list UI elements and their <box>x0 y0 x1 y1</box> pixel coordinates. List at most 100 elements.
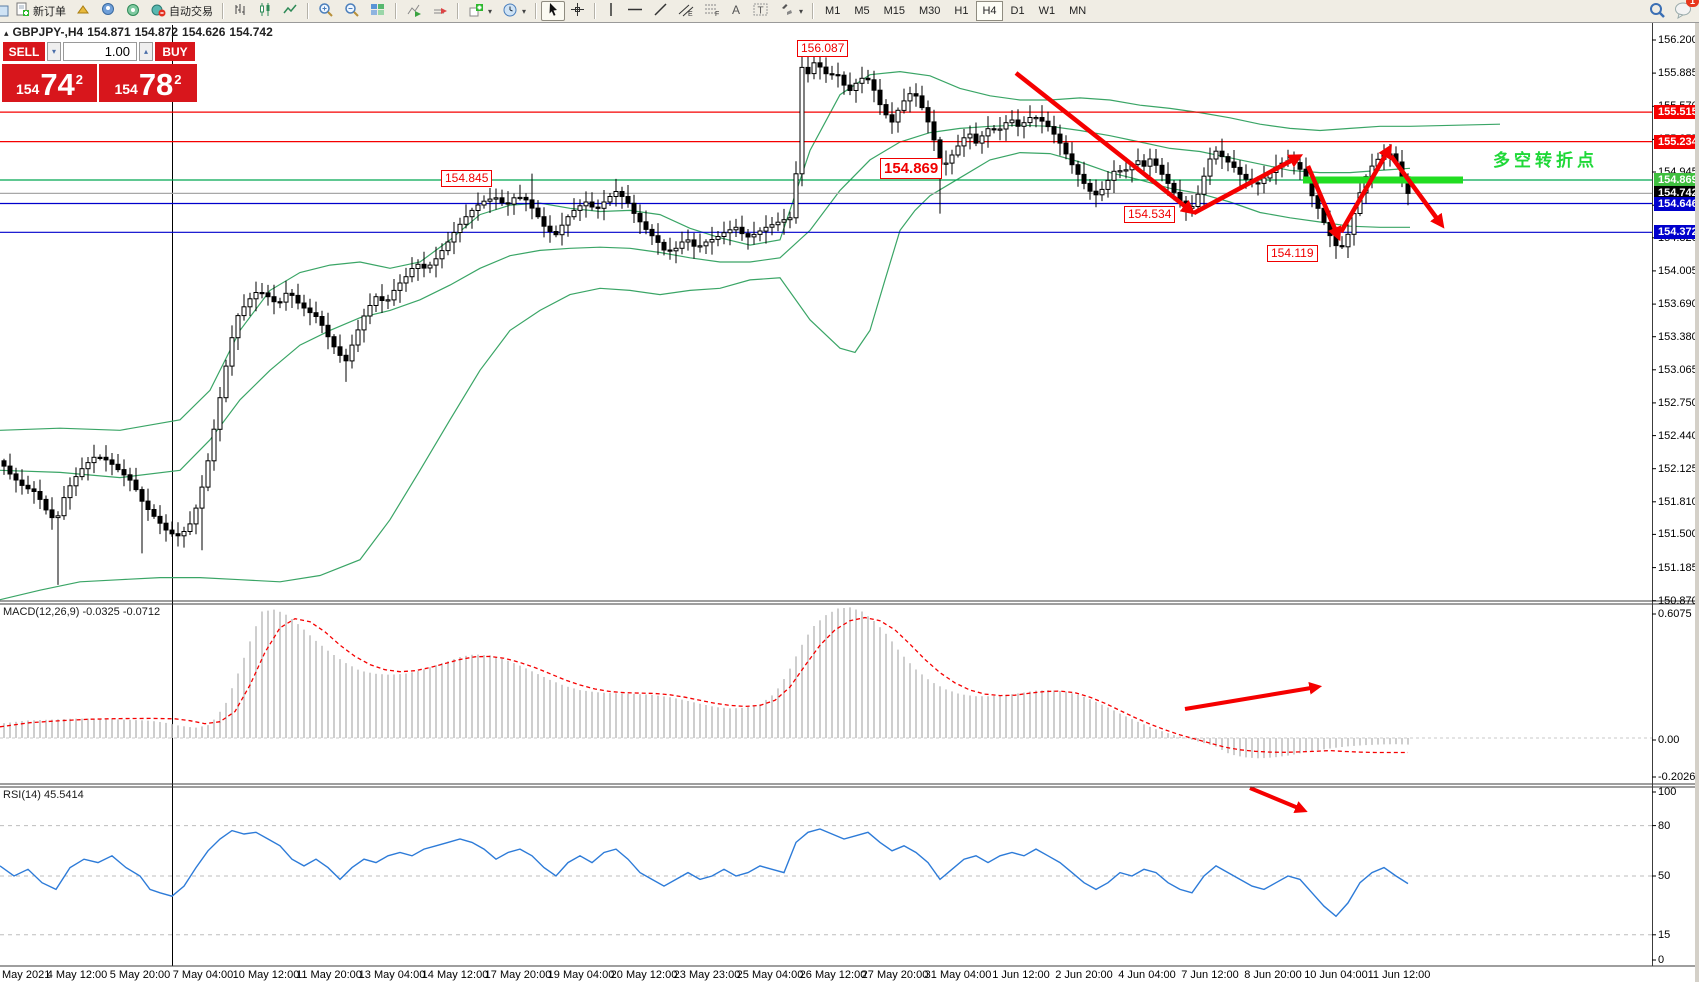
shapes-tool-button[interactable]: ▾ <box>774 1 808 21</box>
time-axis-label: 10 May 12:00 <box>232 969 300 981</box>
rsi-label: RSI(14) 45.5414 <box>3 789 84 801</box>
volume-decrease-button[interactable]: ▾ <box>47 42 61 61</box>
tab-timeframe-h1[interactable]: H1 <box>954 5 969 17</box>
autotrade-button[interactable]: 自动交易 <box>146 1 218 21</box>
chat-icon[interactable]: 1 <box>1674 0 1699 22</box>
channel-tool-button[interactable]: E <box>673 1 699 21</box>
data-window-button[interactable] <box>96 1 121 21</box>
price-callout[interactable]: 156.087 <box>797 40 849 57</box>
fibonacci-tool-button[interactable]: F <box>699 1 725 21</box>
time-axis-label: 11 Jun 12:00 <box>1367 969 1431 981</box>
buy-price-button[interactable]: 154 78 2 <box>99 64 197 102</box>
ohlc-open: 154.871 <box>87 25 131 39</box>
text-label-icon: T <box>753 2 769 20</box>
price-axis-tick: 155.885 <box>1658 67 1698 80</box>
symbol-ohlc-info: ▴ GBPJPY-,H4 154.871 154.872 154.626 154.742 <box>4 25 277 39</box>
price-tag: 155.234 <box>1654 134 1699 149</box>
price-axis-tick: 150.870 <box>1658 594 1698 607</box>
time-axis-label: 7 Jun 12:00 <box>1181 969 1239 981</box>
price-callout[interactable]: 154.534 <box>1124 206 1176 223</box>
strategy-tester-button[interactable] <box>401 1 427 21</box>
zoom-in-button[interactable] <box>313 1 339 21</box>
rsi-axis-tick: 15 <box>1658 928 1671 941</box>
tab-timeframe-h4[interactable]: H4 <box>976 1 1003 21</box>
clock-icon <box>502 2 518 21</box>
candlestick-chart-button[interactable] <box>253 1 278 21</box>
ohlc-close: 154.742 <box>229 25 273 39</box>
price-axis-tick: 151.500 <box>1658 528 1698 541</box>
macd-axis-tick: 0.00 <box>1658 734 1680 746</box>
data-window-icon <box>101 2 116 20</box>
sell-price-big: 74 <box>40 67 75 102</box>
price-tag: 154.646 <box>1654 196 1699 211</box>
line-chart-button[interactable] <box>278 1 303 21</box>
price-tag: 155.515 <box>1654 105 1699 120</box>
volume-input[interactable] <box>63 42 137 61</box>
sell-price-prefix: 154 <box>15 81 40 97</box>
symbol-marker-icon: ▴ <box>4 28 9 38</box>
text-tool-button[interactable]: A <box>725 1 748 21</box>
new-order-label: 新订单 <box>33 6 66 18</box>
dropdown-caret: ▾ <box>799 6 804 16</box>
price-callout[interactable]: 154.119 <box>1267 245 1318 262</box>
svg-text:T: T <box>758 6 764 17</box>
trendline-tool-button[interactable] <box>648 1 673 21</box>
price-axis-tick: 153.065 <box>1658 363 1698 376</box>
cursor-tool-button[interactable] <box>541 1 566 21</box>
autotrade-label: 自动交易 <box>169 6 213 18</box>
price-axis-tick: 151.810 <box>1658 495 1698 508</box>
indicator-list-button[interactable] <box>427 1 453 21</box>
tab-timeframe-m1[interactable]: M1 <box>825 5 841 17</box>
sell-button[interactable]: SELL <box>3 42 45 61</box>
tab-timeframe-m5[interactable]: M5 <box>854 5 870 17</box>
crosshair-tool-button[interactable] <box>565 1 590 21</box>
add-indicator-button[interactable]: ▾ <box>463 1 497 21</box>
tile-windows-button[interactable] <box>365 1 391 21</box>
bar-chart-icon <box>233 2 248 20</box>
price-callout[interactable]: 154.845 <box>441 170 493 187</box>
hline-tool-button[interactable] <box>622 1 648 21</box>
tab-timeframe-mn[interactable]: MN <box>1069 5 1087 17</box>
buy-button[interactable]: BUY <box>155 42 195 61</box>
tab-timeframe-m30[interactable]: M30 <box>919 5 941 17</box>
tab-timeframe-w1[interactable]: W1 <box>1038 5 1056 17</box>
toolbar-right-group: 1 <box>1648 0 1699 22</box>
signals-button[interactable] <box>121 1 146 21</box>
dropdown-caret: ▾ <box>522 6 527 16</box>
price-axis-tick: 152.440 <box>1658 429 1698 442</box>
price-axis-tick: 152.125 <box>1658 462 1698 475</box>
buy-price-big: 78 <box>138 67 174 102</box>
new-order-button[interactable]: 新订单 <box>10 1 71 21</box>
chart-window-icon[interactable] <box>0 3 10 19</box>
cursor-icon <box>546 2 560 20</box>
autotrade-icon <box>151 2 166 20</box>
zoom-out-button[interactable] <box>339 1 365 21</box>
price-axis-tick: 151.185 <box>1658 561 1698 574</box>
sell-price-button[interactable]: 154 74 2 <box>2 64 97 102</box>
tab-timeframe-m15[interactable]: M15 <box>883 5 906 17</box>
strategy-tester-icon <box>406 2 422 21</box>
volume-increase-button[interactable]: ▴ <box>139 42 153 61</box>
line-chart-icon <box>283 2 298 20</box>
candlestick-chart-icon <box>258 2 273 20</box>
period-button[interactable]: ▾ <box>497 1 531 21</box>
indicator-list-icon <box>432 2 448 21</box>
search-icon[interactable] <box>1648 1 1666 22</box>
buy-price-sup: 2 <box>174 72 182 87</box>
price-callout[interactable]: 154.869 <box>880 158 943 179</box>
price-tag: 154.372 <box>1654 225 1699 240</box>
add-indicator-icon <box>468 2 484 21</box>
new-order-icon <box>15 2 30 20</box>
price-tag: 154.869 <box>1654 173 1699 187</box>
horizontal-line-icon <box>627 2 643 20</box>
symbol-name: GBPJPY-,H4 <box>12 25 84 39</box>
market-watch-button[interactable] <box>71 1 96 21</box>
tab-timeframe-d1[interactable]: D1 <box>1010 5 1025 17</box>
vline-tool-button[interactable] <box>600 1 622 21</box>
time-axis-label: 17 May 20:00 <box>484 969 552 981</box>
bar-chart-button[interactable] <box>228 1 253 21</box>
text-label-tool-button[interactable]: T <box>748 1 774 21</box>
time-axis-label: May 2021 <box>2 969 51 981</box>
